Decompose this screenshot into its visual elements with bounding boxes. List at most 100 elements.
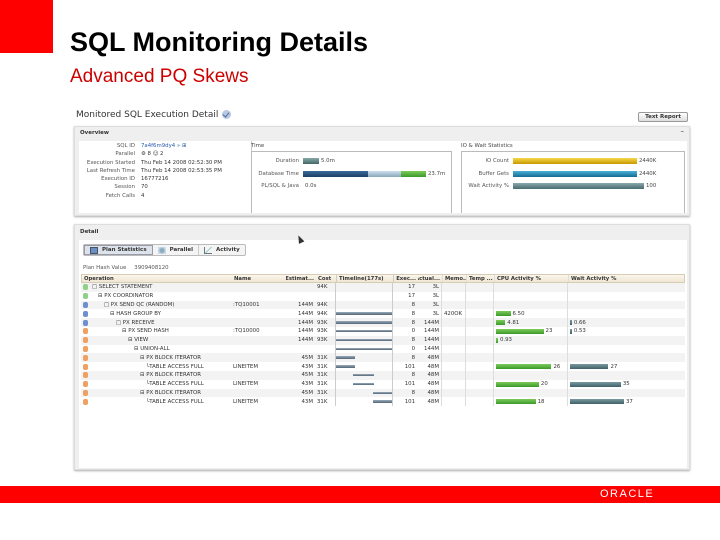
object-name-cell: :TQ10000 <box>233 328 260 335</box>
timeline-cell <box>335 353 393 363</box>
column-header[interactable]: Memo... <box>442 275 466 282</box>
object-name-cell <box>231 353 285 362</box>
cpu-activity-cell: 4.81 <box>493 318 567 327</box>
object-name-cell <box>231 309 285 318</box>
column-header[interactable]: Operation <box>84 275 114 282</box>
column-header[interactable]: Actual... <box>418 275 440 282</box>
table-row[interactable]: ⊟ HASH GROUP BY 144M 94K 8 3L 420OK 6.50 <box>81 309 685 319</box>
column-header[interactable]: Cost <box>318 275 332 282</box>
table-row[interactable]: □ SELECT STATEMENT 94K 17 3L <box>81 283 685 292</box>
cpu-activity-cell: 0.93 <box>493 335 567 345</box>
cost-cell: 93K <box>317 337 328 344</box>
parallel-set2-icon <box>83 372 88 379</box>
operation-label: ⊟ PX BLOCK ITERATOR <box>140 389 202 396</box>
object-name-cell <box>231 283 285 292</box>
wait-activity-cell <box>567 309 637 319</box>
tab-label: Plan Statistics <box>102 247 147 253</box>
sql-id-link[interactable]: 7a4f6m9dy4 » ⊞ <box>141 143 187 149</box>
table-row[interactable]: ⊟ PX BLOCK ITERATOR 45M 31K 8 48M <box>81 370 685 380</box>
temp-cell <box>465 362 493 371</box>
cost-cell: 93K <box>317 328 328 335</box>
actual-rows-cell: 48M <box>427 354 439 361</box>
executions-cell: 101 <box>404 363 415 370</box>
executions-cell: 17 <box>408 293 415 300</box>
operation-cell: ⊟ HASH GROUP BY <box>81 309 231 318</box>
table-row[interactable]: □ PX SEND QC (RANDOM):TQ10001 144M 94K 8 3L <box>81 300 685 310</box>
table-row[interactable]: ⊟ PX BLOCK ITERATOR 45M 31K 8 48M <box>81 388 685 398</box>
table-row[interactable]: └TABLE ACCESS FULL LINEITEM 43M 31K 101 48M 18… <box>81 397 685 407</box>
wait-activity-cell: 0.53 <box>567 326 637 336</box>
table-row[interactable]: □ PX RECEIVE 144M 93K 8 144M 4.81 0.66 <box>81 318 685 327</box>
qc-icon <box>83 293 88 300</box>
timeline-bar <box>372 391 392 395</box>
memory-cell <box>441 370 465 380</box>
timeline-cell <box>335 344 393 354</box>
column-header[interactable]: CPU Activity % <box>494 275 568 282</box>
column-header[interactable]: Exec... <box>396 275 416 282</box>
cpu-activity-cell <box>493 291 567 301</box>
object-name-cell <box>231 345 285 354</box>
wait-activity-label: Wait Activity % <box>468 183 509 189</box>
table-row[interactable]: ⊟ PX COORDINATOR 17 3L <box>81 291 685 301</box>
parallel-set2-icon <box>83 337 88 344</box>
column-header[interactable]: Temp ... <box>466 275 494 282</box>
tab-plan-statistics[interactable]: Plan Statistics <box>84 245 153 255</box>
plsql-label: PL/SQL & Java <box>261 183 299 189</box>
operation-label: □ PX SEND QC (RANDOM) <box>104 301 175 308</box>
buffer-gets-bar <box>513 171 637 177</box>
operation-label: □ PX RECEIVE <box>116 319 155 326</box>
operation-cell: ⊟ PX BLOCK ITERATOR <box>81 353 231 362</box>
overview-field: Session 70 <box>79 184 255 192</box>
table-row[interactable]: └TABLE ACCESS FULL LINEITEM 43M 31K 101 48M 20… <box>81 379 685 389</box>
parallel-set1-icon <box>83 310 88 317</box>
field-label: Fetch Calls <box>105 192 135 199</box>
column-header[interactable]: Timeline(177s) <box>336 275 394 282</box>
operation-label: ⊟ HASH GROUP BY <box>110 310 161 317</box>
temp-cell <box>465 370 493 380</box>
table-row[interactable]: └TABLE ACCESS FULL LINEITEM 43M 31K 101 48M 26… <box>81 362 685 371</box>
temp-cell <box>465 379 493 389</box>
tab-label: Activity <box>216 247 240 253</box>
wait-activity-bar <box>570 364 609 370</box>
object-name-cell: LINEITEM <box>233 363 258 370</box>
time-frame <box>251 151 452 213</box>
temp-cell <box>465 283 493 292</box>
timeline-bar <box>336 338 392 342</box>
page-title: Monitored SQL Execution Detail <box>76 110 232 120</box>
collapse-icon[interactable]: – <box>680 127 685 135</box>
cpu-activity-bar <box>496 381 539 387</box>
tab-activity[interactable]: Activity <box>199 245 245 255</box>
estimated-rows-cell: 45M <box>301 354 313 361</box>
column-header[interactable]: Wait Activity % <box>568 275 638 282</box>
table-row[interactable]: ⊟ VIEW 144M 93K 8 144M 0.93 <box>81 335 685 345</box>
column-header[interactable]: Name <box>234 275 252 282</box>
table-row[interactable]: ⊟ PX SEND HASH:TQ10000 144M 93K 0 144M 23 0.53 <box>81 326 685 336</box>
plsql-value: 0.0s <box>305 183 317 189</box>
table-header: Operation Name Estimat... Cost Timeline(177s… <box>81 274 685 283</box>
detail-tabs: Plan Statistics Parallel Activity <box>83 244 246 256</box>
memory-cell <box>441 300 465 310</box>
overview-section: Overview – SQL ID 7a4f6m9dy4 » ⊞ Parallel ⚙… <box>74 126 690 216</box>
operation-cell: □ PX SEND QC (RANDOM) <box>81 301 231 310</box>
cpu-activity-value: 23 <box>545 328 553 335</box>
parallel-set2-icon <box>83 328 88 335</box>
field-label: SQL ID <box>116 143 135 149</box>
operation-label: ⊟ VIEW <box>128 337 149 344</box>
cpu-activity-cell <box>493 300 567 310</box>
tab-parallel[interactable]: Parallel <box>153 245 200 255</box>
table-row[interactable]: ⊟ UNION-ALL 0 144M <box>81 344 685 354</box>
wait-activity-cell <box>567 283 637 292</box>
wait-activity-cell <box>567 388 637 398</box>
estimated-rows-cell <box>285 292 315 301</box>
footer-bar <box>0 486 720 503</box>
executions-cell: 8 <box>411 372 415 379</box>
table-row[interactable]: ⊟ PX BLOCK ITERATOR 45M 31K 8 48M <box>81 353 685 363</box>
actual-rows-cell: 48M <box>427 363 439 370</box>
operation-cell: □ PX RECEIVE <box>81 318 231 327</box>
operation-cell: □ SELECT STATEMENT <box>81 283 231 292</box>
timeline-cell <box>335 379 393 389</box>
text-report-button[interactable]: Text Report <box>638 112 688 122</box>
duration-label: Duration <box>275 158 299 164</box>
column-header[interactable]: Estimat... <box>286 275 314 282</box>
wait-activity-bar <box>513 183 644 189</box>
